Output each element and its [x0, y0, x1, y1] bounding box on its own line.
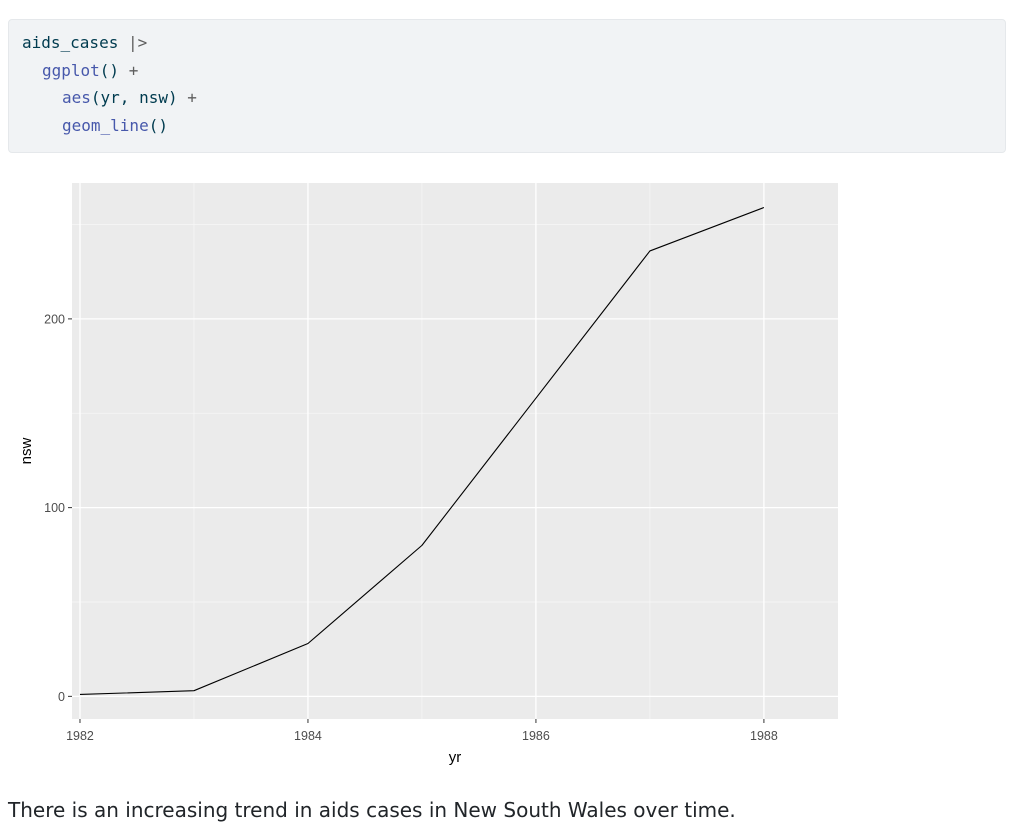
code-token: (): [99, 61, 120, 80]
code-token: [118, 33, 128, 52]
y-axis-title: nsw: [18, 438, 35, 465]
y-tick-label: 200: [44, 312, 65, 326]
code-token: aes: [62, 88, 91, 107]
code-token: (yr, nsw): [90, 88, 178, 107]
code-token: geom_line: [62, 116, 149, 135]
code-line: aes(yr, nsw) +: [62, 88, 197, 108]
code-token: aids_cases: [22, 33, 119, 52]
nsw-series-line: [79, 207, 765, 696]
code-token: ggplot: [42, 61, 100, 80]
x-tick-label: 1986: [522, 729, 550, 743]
code-line: aids_cases |>: [22, 33, 147, 53]
y-tick-label: 100: [44, 501, 65, 515]
plot-panel: [72, 183, 838, 719]
code-token: +: [119, 61, 139, 80]
y-tick-label: 0: [58, 690, 65, 704]
line-chart: 1982 1984 1986 1988 0 100 200 yr nsw: [18, 183, 838, 766]
code-token: |>: [127, 33, 148, 52]
x-tick-label: 1984: [294, 729, 322, 743]
x-axis-title: yr: [449, 749, 462, 766]
x-tick-label: 1982: [66, 729, 94, 743]
code-line: ggplot() +: [42, 61, 138, 81]
code-line: geom_line(): [62, 116, 168, 136]
code-block: aids_cases |> ggplot() + aes(yr, nsw) + geo…: [8, 19, 1006, 153]
code-token: +: [177, 88, 197, 107]
caption-text: There is an increasing trend in aids cas…: [8, 798, 736, 822]
code-token: (): [148, 116, 168, 135]
x-tick-label: 1988: [750, 729, 778, 743]
